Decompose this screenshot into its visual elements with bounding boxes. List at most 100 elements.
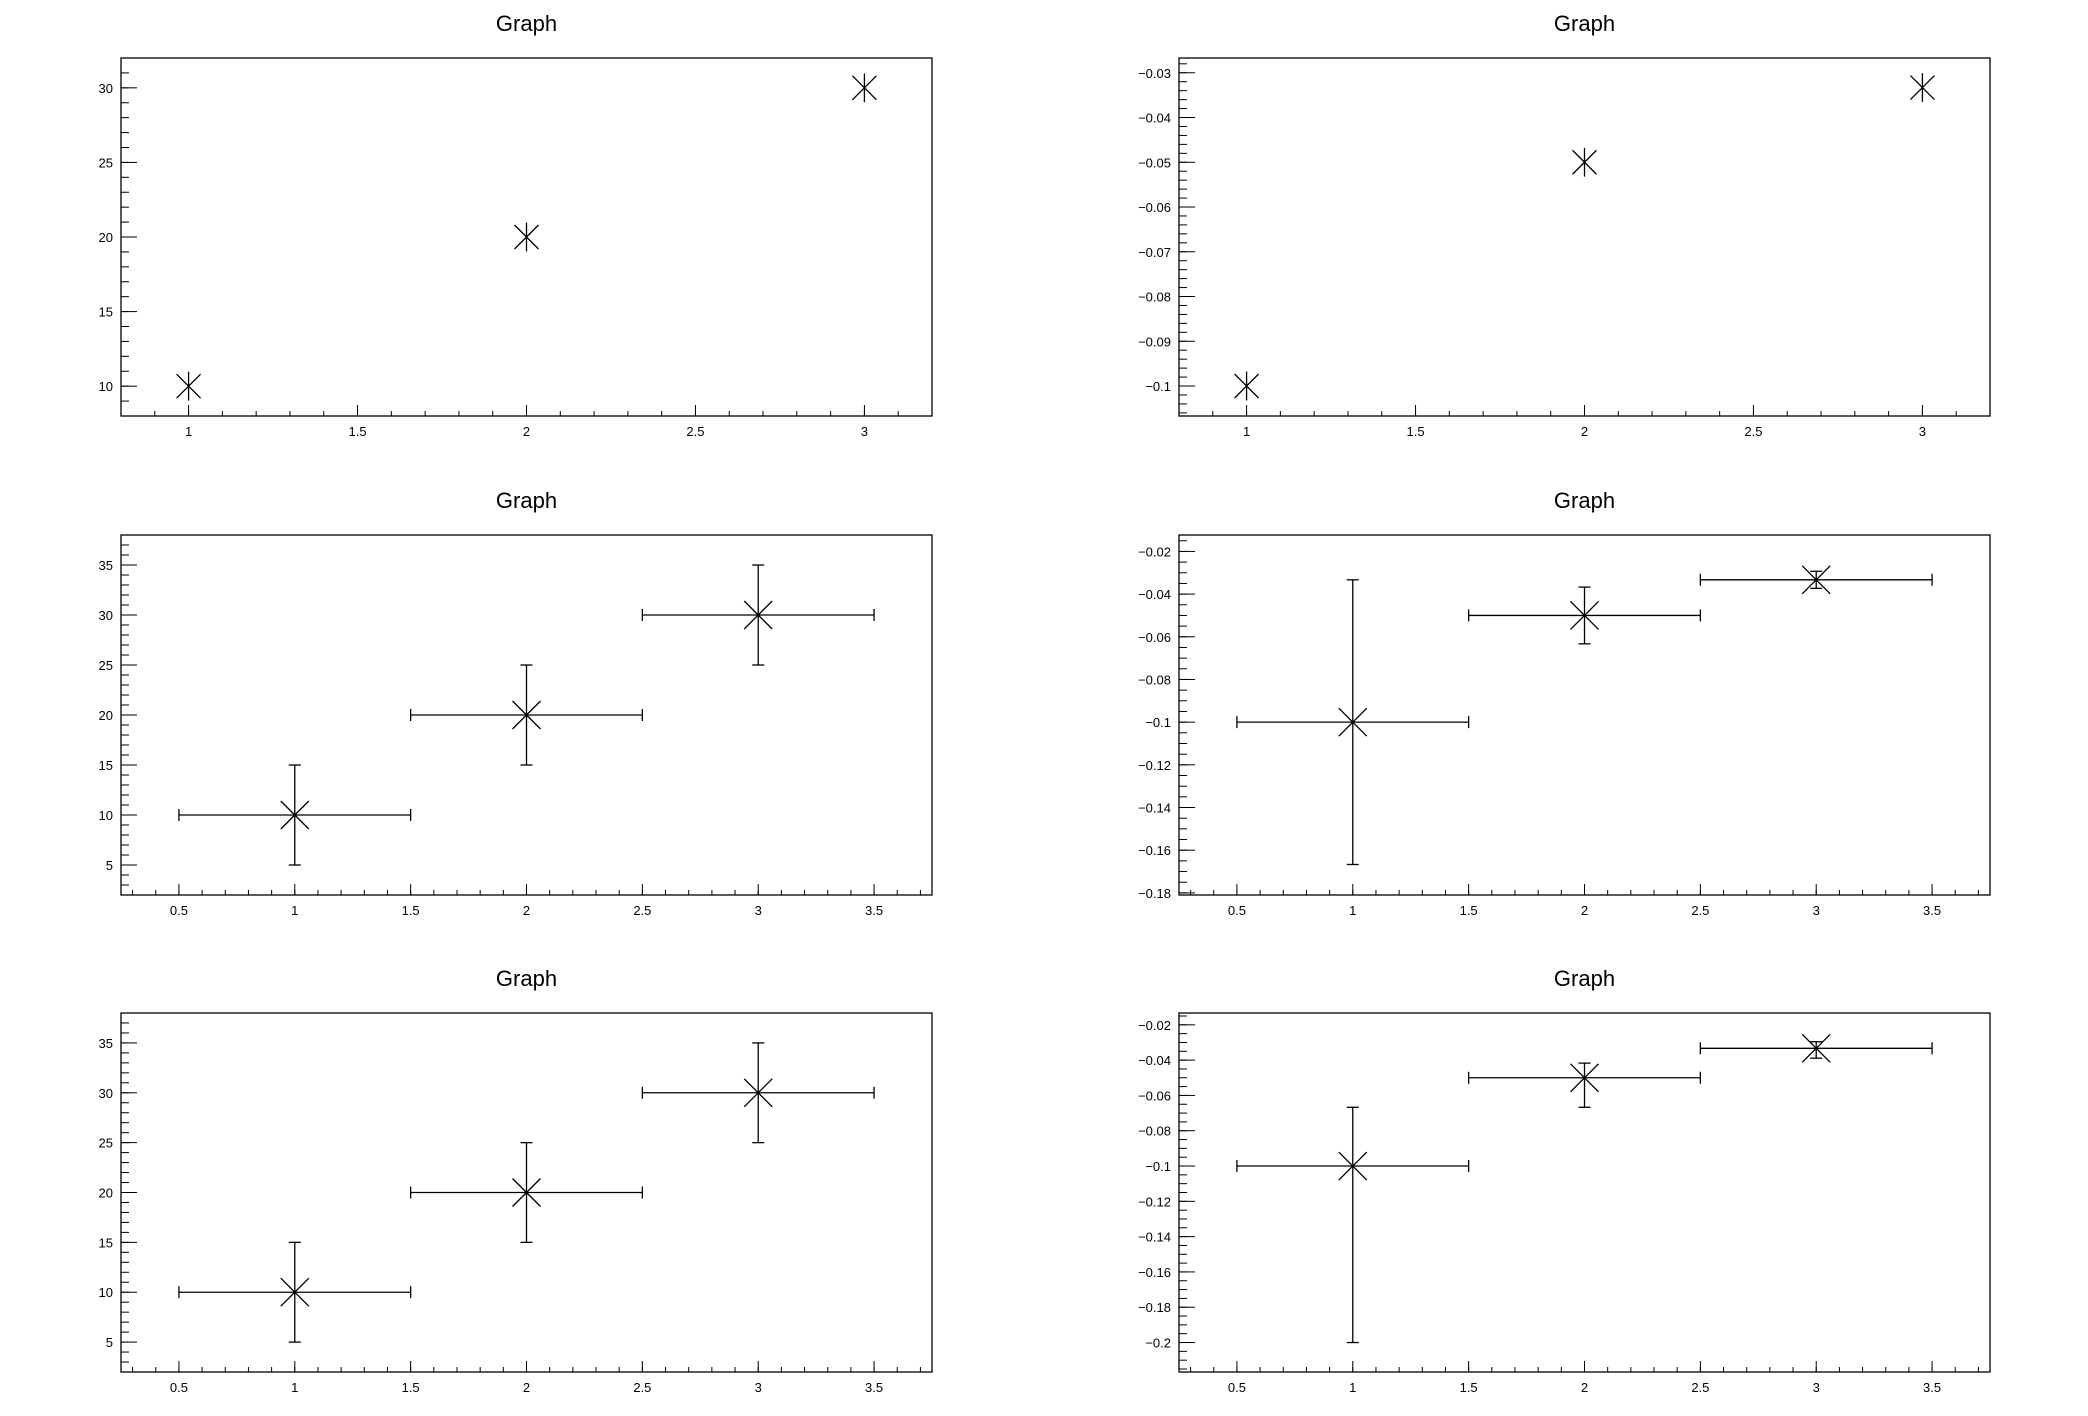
marker-stroke (1338, 1151, 1368, 1181)
x-tick-label: 2.5 (686, 424, 704, 439)
marker-stroke (1338, 707, 1368, 737)
x-tick-label: 1.5 (1460, 903, 1478, 918)
marker-stroke (280, 1277, 310, 1307)
x-tick-label: 3.5 (865, 1380, 883, 1395)
y-tick-label: 20 (99, 708, 113, 723)
data-point (1570, 1063, 1599, 1093)
data-point (512, 1178, 541, 1207)
x-tick-label: 1.5 (402, 903, 420, 918)
marker-stroke (280, 800, 310, 830)
pad-title: Graph (496, 11, 557, 36)
data-point (280, 1277, 310, 1307)
data-point (1234, 371, 1260, 401)
y-tick-label: 5 (106, 858, 113, 873)
y-tick-label: −0.1 (1145, 715, 1171, 730)
data-point (280, 800, 310, 830)
y-tick-label: 15 (99, 758, 113, 773)
x-tick-label: 2 (523, 1380, 530, 1395)
y-tick-label: −0.02 (1138, 1018, 1171, 1033)
x-tick-label: 3.5 (1923, 903, 1941, 918)
x-tick-label: 3 (755, 1380, 762, 1395)
x-tick-label: 3.5 (1923, 1380, 1941, 1395)
x-tick-label: 0.5 (1228, 1380, 1246, 1395)
x-tick-label: 1 (1243, 424, 1250, 439)
data-point (1801, 1033, 1831, 1063)
y-tick-label: −0.12 (1138, 758, 1171, 773)
y-tick-label: −0.03 (1138, 66, 1171, 81)
graph-pad-2: Graph 1 1.5 2 2.5 3 −0.1 −0.09 −0.08 −0.07 −0.06 −0… (1138, 11, 1991, 439)
y-tick-label: −0.18 (1138, 886, 1171, 901)
y-tick-label: 10 (99, 808, 113, 823)
y-tick-label: −0.09 (1138, 334, 1171, 349)
data-point (1338, 707, 1368, 737)
x-tick-label: 2 (523, 903, 530, 918)
x-tick-label: 2.5 (1744, 424, 1762, 439)
pad-title: Graph (1554, 966, 1615, 991)
data-point (512, 700, 541, 730)
y-tick-label: −0.1 (1145, 379, 1171, 394)
y-tick-label: −0.1 (1145, 1159, 1171, 1174)
marker-stroke (512, 700, 541, 730)
x-tick-label: 2 (523, 424, 530, 439)
x-tick-label: 1.5 (1407, 424, 1425, 439)
x-tick-label: 1 (291, 1380, 298, 1395)
y-tick-label: −0.2 (1145, 1336, 1171, 1351)
data-point (1801, 565, 1831, 595)
data-point (1570, 600, 1599, 630)
graph-pad-6: Graph 0.5 1 1.5 2 2.5 3 3.5 −0.2 −0.18 −0.16 −0.14 −… (1138, 966, 1991, 1395)
pad-title: Graph (1554, 11, 1615, 36)
x-tick-label: 3 (861, 424, 868, 439)
y-tick-label: 10 (99, 379, 113, 394)
x-tick-label: 2.5 (633, 903, 651, 918)
x-tick-label: 0.5 (170, 1380, 188, 1395)
y-tick-label: 20 (99, 230, 113, 245)
x-tick-label: 3 (1813, 903, 1820, 918)
pad-title: Graph (1554, 488, 1615, 513)
x-tick-label: 2.5 (1691, 1380, 1709, 1395)
y-tick-label: −0.08 (1138, 672, 1171, 687)
y-tick-label: −0.16 (1138, 1265, 1171, 1280)
data-point (1909, 73, 1935, 102)
x-tick-label: 3.5 (865, 903, 883, 918)
marker-stroke (1801, 1033, 1831, 1063)
x-tick-label: 1.5 (402, 1380, 420, 1395)
y-tick-label: 15 (99, 305, 113, 320)
y-tick-label: 30 (99, 608, 113, 623)
x-tick-label: 1 (1349, 903, 1356, 918)
y-tick-label: −0.14 (1138, 801, 1171, 816)
graph-pad-1: Graph 1 1.5 2 2.5 3 10 15 20 25 30 (99, 11, 933, 439)
data-point (743, 1078, 773, 1108)
marker-stroke (743, 600, 773, 630)
y-tick-label: 30 (99, 1086, 113, 1101)
y-tick-label: 25 (99, 658, 113, 673)
data-point (176, 371, 202, 401)
data-point (514, 222, 539, 252)
y-tick-label: −0.07 (1138, 245, 1171, 260)
x-tick-label: 0.5 (170, 903, 188, 918)
graph-pad-5: Graph 0.5 1 1.5 2 2.5 3 3.5 5 10 15 20 25 30 35 (99, 966, 933, 1395)
y-tick-label: −0.14 (1138, 1230, 1171, 1245)
x-tick-label: 2 (1581, 424, 1588, 439)
y-tick-label: −0.08 (1138, 290, 1171, 305)
marker-stroke (1570, 1063, 1599, 1093)
x-tick-label: 3 (1919, 424, 1926, 439)
y-tick-label: −0.04 (1138, 587, 1171, 602)
marker-stroke (743, 1078, 773, 1108)
x-tick-label: 1.5 (349, 424, 367, 439)
x-tick-label: 1 (1349, 1380, 1356, 1395)
x-tick-label: 2.5 (1691, 903, 1709, 918)
x-tick-label: 2 (1581, 903, 1588, 918)
y-tick-label: −0.06 (1138, 630, 1171, 645)
y-tick-label: 30 (99, 81, 113, 96)
y-tick-label: 5 (106, 1335, 113, 1350)
y-tick-label: 15 (99, 1235, 113, 1250)
y-tick-label: −0.06 (1138, 200, 1171, 215)
data-point (743, 600, 773, 630)
x-tick-label: 2.5 (633, 1380, 651, 1395)
y-tick-label: 25 (99, 155, 113, 170)
pad-title: Graph (496, 488, 557, 513)
x-tick-label: 3 (1813, 1380, 1820, 1395)
y-tick-label: −0.02 (1138, 544, 1171, 559)
